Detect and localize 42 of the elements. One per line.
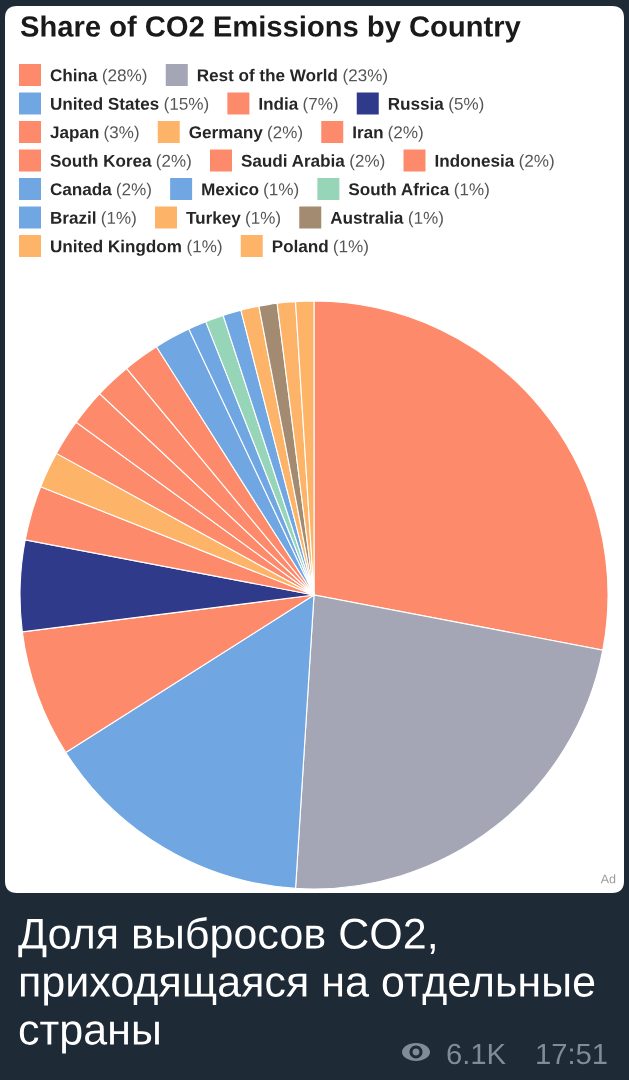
legend-label: South Africa [348,182,450,196]
data-label: (2%) [156,154,191,171]
legend-label: Australia [330,211,404,224]
legend-label: Japan [50,126,99,142]
legend-label: Russia [388,97,444,110]
data-label: (1%) [264,182,299,199]
data-label: (3%) [104,125,139,142]
data-label: (15%) [164,97,209,114]
legend-label: Turkey [186,211,241,228]
data-label: (1%) [101,211,136,228]
legend-label: United Kingdom [51,239,181,256]
legend-label: South Korea [50,154,152,167]
chart-title: Share of CO2 Emissions by Country [20,15,521,43]
legend-label: India [259,97,299,110]
text: Ad [600,874,616,884]
legend-label: Canada [50,182,112,196]
data-label: (2%) [268,125,303,142]
legend-label: Iran [353,126,383,139]
data-label: (1%) [333,239,368,256]
legend-label: Indonesia [435,154,515,167]
data-label: (1%) [454,182,489,199]
data-label: (2%) [350,154,385,171]
data-label: (28%) [102,68,147,85]
legend-label: Brazil [51,211,96,224]
data-label: (23%) [343,68,388,85]
legend-label: Saudi Arabia [241,154,345,167]
legend-label: United States [51,97,159,110]
data-label: (1%) [408,211,443,228]
data-label: (2%) [519,154,554,171]
data-label: (2%) [388,125,423,142]
legend-label: Germany [189,126,263,142]
legend-label: Poland [272,239,328,253]
data-label: (1%) [187,239,222,256]
text: 6.1K [447,1043,506,1065]
legend-label: Mexico [202,182,259,196]
data-label: (5%) [449,97,484,114]
text: 17:51 [537,1043,607,1065]
data-label: (7%) [303,97,338,114]
data-label: (1%) [246,211,281,228]
legend-label: China [50,68,98,82]
data-label: (2%) [116,182,151,199]
legend-label: Rest of the World [197,68,337,82]
